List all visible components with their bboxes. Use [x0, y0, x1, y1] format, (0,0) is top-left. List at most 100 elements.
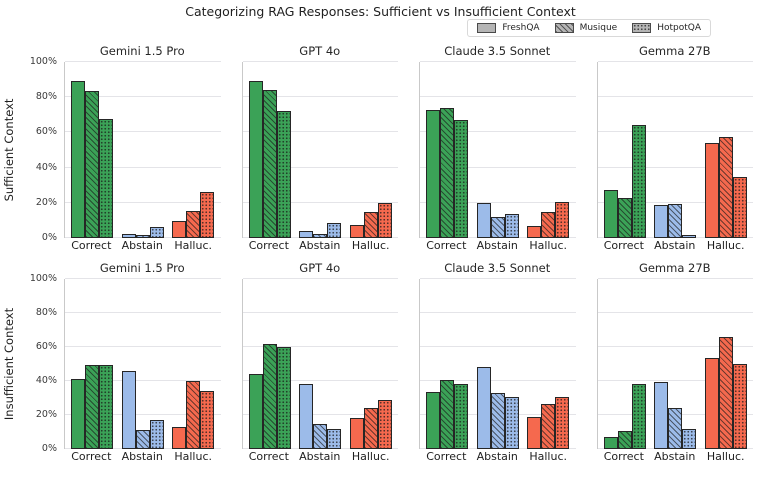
bar-group-abstain — [476, 279, 519, 449]
subplot-title: GPT 4o — [299, 44, 341, 58]
x-tick-label-halluc: Halluc. — [706, 239, 745, 252]
x-axis-labels: Correct Abstain Halluc. — [419, 238, 576, 255]
x-tick-label-halluc: Halluc. — [174, 239, 212, 252]
gridline — [420, 312, 576, 313]
plot-area — [419, 61, 576, 238]
bar-hotpotqa-abstain — [682, 235, 697, 238]
bar-freshqa-correct — [603, 190, 618, 238]
y-axis-ticks: 0% 20% 40% 60% 80% 100% — [18, 259, 64, 466]
x-tick-label-correct: Correct — [248, 450, 289, 463]
gridline — [597, 201, 753, 203]
y-axis-label: Sufficient Context — [2, 98, 16, 202]
y-tick-label: 100% — [29, 273, 57, 284]
x-axis-labels: Correct Abstain Halluc. — [597, 449, 754, 466]
subplot-row-insufficient-context: Insufficient Context 0% 20% 40% 60% 80% 100% Ge… — [0, 259, 761, 466]
gridline — [242, 346, 398, 347]
bar-freshqa-abstain — [121, 370, 136, 449]
bars-layer — [65, 62, 221, 238]
x-axis-labels: Correct Abstain Halluc. — [242, 238, 399, 255]
x-axis-labels: Correct Abstain Halluc. — [64, 238, 221, 255]
bar-musique-halluc — [541, 211, 556, 238]
bar-freshqa-abstain — [476, 202, 491, 238]
bar-freshqa-halluc — [172, 426, 187, 449]
gridline — [597, 346, 753, 347]
legend-patch-musique — [554, 23, 574, 33]
bar-group-halluc — [527, 62, 570, 238]
bar-group-halluc — [704, 279, 747, 449]
bar-freshqa-halluc — [527, 225, 542, 238]
x-tick-label-correct: Correct — [71, 450, 112, 463]
bar-hotpotqa-halluc — [200, 391, 215, 449]
bar-freshqa-correct — [426, 392, 441, 449]
bar-musique-correct — [85, 91, 100, 238]
gridline — [242, 201, 398, 203]
bar-group-abstain — [476, 62, 519, 238]
bar-hotpotqa-abstain — [504, 397, 519, 449]
subplot-title: Gemma 27B — [638, 44, 711, 58]
bar-freshqa-correct — [248, 81, 263, 238]
bar-hotpotqa-halluc — [555, 397, 570, 449]
bar-hotpotqa-abstain — [149, 420, 164, 449]
plots-grid: Gemini 1.5 Pro Correct Abstain Halluc. GPT 4… — [64, 42, 761, 255]
bar-hotpotqa-correct — [454, 120, 469, 238]
subplot-claude-3-5-sonnet: Claude 3.5 Sonnet Correct Abstain Halluc. — [419, 259, 576, 466]
gridline — [420, 96, 576, 98]
bar-musique-halluc — [718, 336, 733, 449]
subplot-title: GPT 4o — [299, 261, 341, 275]
plot-area — [241, 278, 398, 449]
bar-hotpotqa-abstain — [504, 214, 519, 238]
bar-musique-correct — [85, 364, 100, 449]
bar-group-correct — [603, 62, 646, 238]
bar-musique-correct — [440, 380, 455, 449]
bar-hotpotqa-correct — [631, 125, 646, 238]
gridline — [420, 61, 576, 62]
bar-group-correct — [248, 62, 291, 238]
x-tick-label-correct: Correct — [71, 239, 112, 252]
gridline — [420, 166, 576, 168]
gridline — [597, 96, 753, 98]
bar-group-abstain — [654, 279, 697, 449]
bar-group-correct — [426, 279, 469, 449]
bar-group-abstain — [121, 279, 164, 449]
bar-musique-halluc — [718, 136, 733, 238]
gridline — [65, 278, 221, 279]
y-tick-label: 100% — [29, 56, 57, 67]
y-tick-label: 0% — [41, 443, 57, 454]
bar-musique-abstain — [490, 392, 505, 449]
x-tick-label-abstain: Abstain — [299, 450, 341, 463]
x-tick-label-abstain: Abstain — [476, 450, 518, 463]
bar-freshqa-abstain — [121, 234, 136, 238]
bar-freshqa-correct — [603, 437, 618, 449]
bar-musique-halluc — [363, 211, 378, 238]
bar-hotpotqa-halluc — [555, 201, 570, 238]
subplot-gpt-4o: GPT 4o Correct Abstain Halluc. — [241, 259, 398, 466]
bar-freshqa-halluc — [704, 142, 719, 238]
x-axis-labels: Correct Abstain Halluc. — [64, 449, 221, 466]
bar-freshqa-halluc — [527, 416, 542, 449]
bar-freshqa-abstain — [654, 204, 669, 238]
legend-item-hotpotqa: HotpotQA — [632, 23, 701, 33]
x-tick-label-abstain: Abstain — [476, 239, 518, 252]
gridline — [242, 166, 398, 168]
gridline — [420, 201, 576, 203]
bar-musique-abstain — [313, 234, 328, 238]
bar-group-halluc — [172, 62, 215, 238]
bar-hotpotqa-correct — [276, 347, 291, 449]
gridline — [420, 278, 576, 279]
bar-musique-halluc — [363, 408, 378, 449]
x-tick-label-abstain: Abstain — [654, 239, 696, 252]
bar-group-halluc — [172, 279, 215, 449]
x-tick-label-halluc: Halluc. — [351, 450, 390, 463]
legend-label: FreshQA — [502, 23, 540, 33]
bar-group-halluc — [349, 62, 392, 238]
subplot-gemma-27b: Gemma 27B Correct Abstain Halluc. — [596, 42, 753, 255]
subplot-gemini-1-5-pro: Gemini 1.5 Pro Correct Abstain Halluc. — [64, 259, 221, 466]
bar-musique-correct — [440, 107, 455, 238]
subplot-title: Claude 3.5 Sonnet — [444, 261, 551, 275]
gridline — [65, 414, 221, 415]
gridline — [597, 166, 753, 168]
bar-musique-abstain — [135, 430, 150, 449]
y-tick-label: 60% — [35, 126, 57, 138]
x-tick-label-halluc: Halluc. — [351, 239, 390, 252]
gridline — [420, 131, 576, 133]
